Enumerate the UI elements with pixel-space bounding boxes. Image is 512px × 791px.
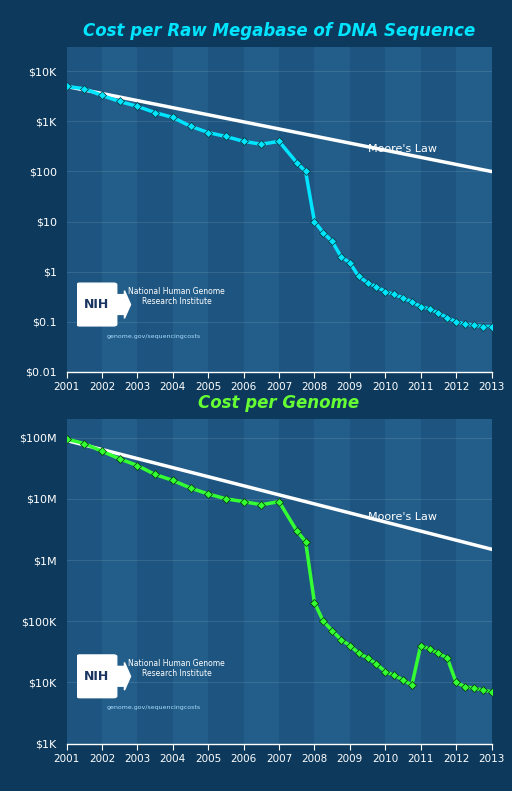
- FancyBboxPatch shape: [77, 283, 117, 326]
- Text: Moore's Law: Moore's Law: [368, 143, 437, 153]
- Bar: [208, 47, 244, 372]
- Bar: [67, 47, 102, 372]
- Text: Moore's Law: Moore's Law: [368, 512, 437, 522]
- Title: Cost per Raw Megabase of DNA Sequence: Cost per Raw Megabase of DNA Sequence: [83, 22, 475, 40]
- FancyBboxPatch shape: [77, 655, 117, 698]
- Text: NIH: NIH: [84, 298, 110, 311]
- Bar: [102, 47, 137, 372]
- FancyArrow shape: [117, 663, 131, 690]
- Bar: [244, 419, 279, 744]
- Title: Cost per Genome: Cost per Genome: [199, 394, 359, 412]
- Bar: [492, 47, 512, 372]
- Bar: [314, 47, 350, 372]
- Text: National Human Genome
Research Institute: National Human Genome Research Institute: [129, 287, 225, 306]
- Text: NIH: NIH: [84, 670, 110, 683]
- Bar: [279, 47, 314, 372]
- Bar: [421, 47, 456, 372]
- Bar: [173, 47, 208, 372]
- Text: genome.gov/sequencingcosts: genome.gov/sequencingcosts: [106, 334, 201, 339]
- Bar: [456, 47, 492, 372]
- Bar: [208, 419, 244, 744]
- Bar: [350, 419, 385, 744]
- Bar: [385, 419, 421, 744]
- Bar: [421, 419, 456, 744]
- Bar: [385, 47, 421, 372]
- Bar: [456, 419, 492, 744]
- Bar: [314, 419, 350, 744]
- Bar: [102, 419, 137, 744]
- Bar: [492, 419, 512, 744]
- Bar: [137, 47, 173, 372]
- Bar: [244, 47, 279, 372]
- Text: National Human Genome
Research Institute: National Human Genome Research Institute: [129, 659, 225, 678]
- Bar: [350, 47, 385, 372]
- FancyArrow shape: [117, 290, 131, 318]
- Text: genome.gov/sequencingcosts: genome.gov/sequencingcosts: [106, 706, 201, 710]
- Bar: [173, 419, 208, 744]
- Bar: [279, 419, 314, 744]
- Bar: [67, 419, 102, 744]
- Bar: [137, 419, 173, 744]
